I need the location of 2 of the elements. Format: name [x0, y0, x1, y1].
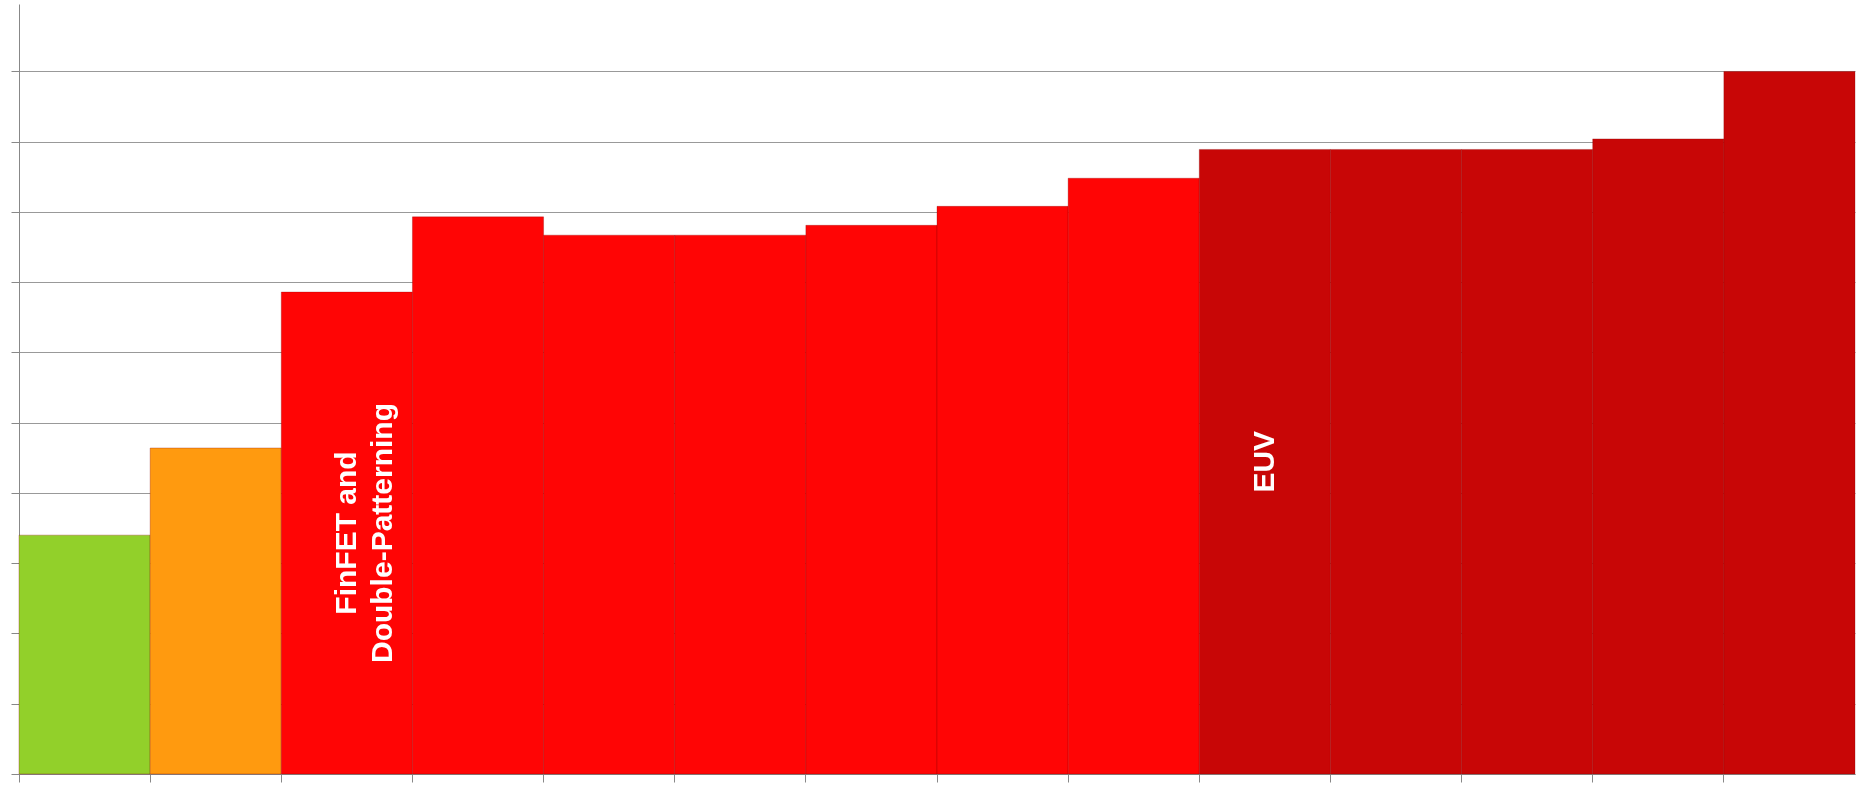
annotation: FinFET and Double-Patterning	[328, 403, 398, 664]
annotation: EUV	[1246, 430, 1280, 493]
